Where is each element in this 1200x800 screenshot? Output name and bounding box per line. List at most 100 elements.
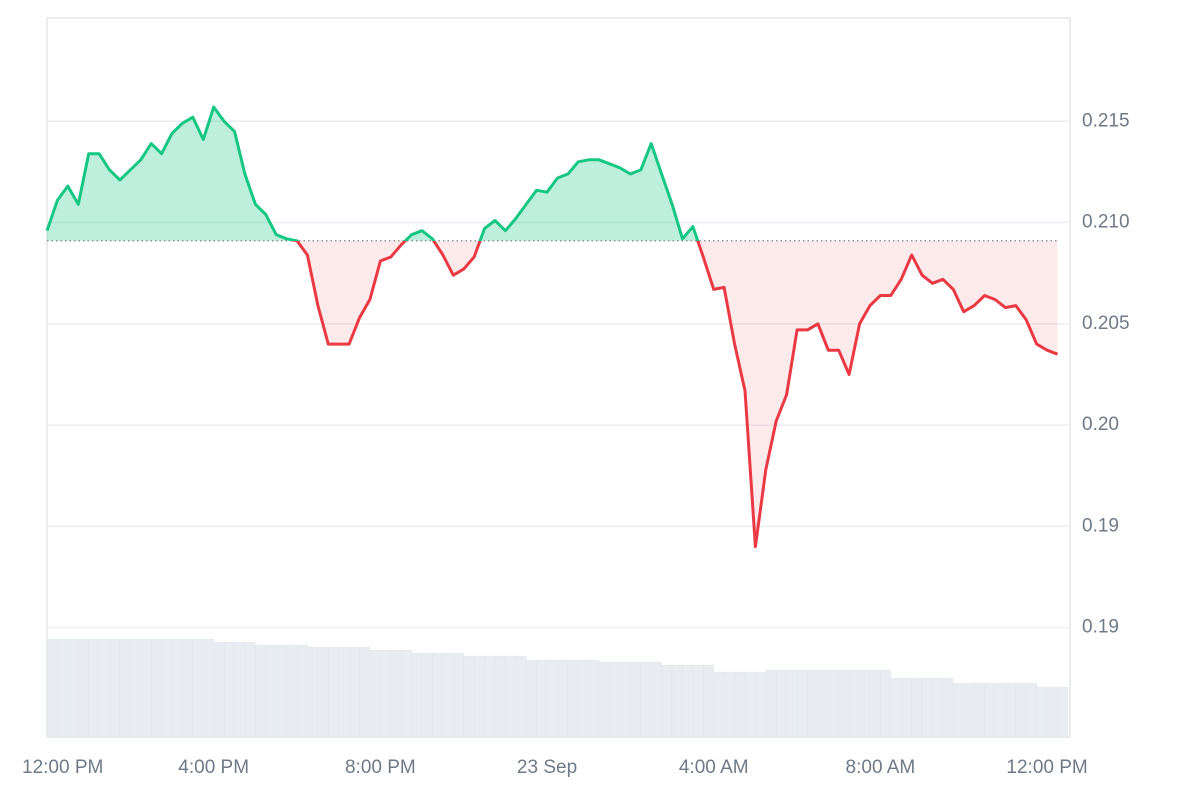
y-tick-label: 0.205 — [1082, 313, 1130, 334]
volume-bar — [1046, 686, 1058, 738]
volume-bar — [171, 638, 183, 738]
volume-bar — [515, 655, 527, 738]
volume-bar — [473, 655, 485, 738]
volume-bar — [244, 641, 256, 738]
y-tick-label: 0.20 — [1082, 414, 1119, 435]
volume-bar — [359, 646, 371, 738]
volume-bar — [546, 659, 558, 738]
volume-bar — [765, 669, 777, 738]
volume-bar — [755, 671, 767, 738]
volume-bar — [973, 682, 985, 738]
volume-bar — [380, 649, 391, 738]
volume-bar — [838, 669, 850, 738]
volume-bar — [588, 659, 600, 738]
volume-bar — [661, 664, 673, 738]
volume-bar — [453, 652, 464, 738]
volume-bar — [953, 682, 964, 738]
volume-bar — [557, 659, 569, 738]
price-line — [45, 105, 1059, 549]
volume-bar — [411, 652, 423, 738]
volume-bar — [275, 644, 287, 738]
volume-bar — [692, 664, 704, 738]
volume-bar — [296, 644, 308, 738]
volume-bar — [671, 664, 683, 738]
volume-bar — [796, 669, 808, 738]
volume-bar — [807, 669, 819, 738]
volume-bar — [161, 638, 173, 738]
volume-bar — [567, 659, 579, 738]
plot-frame — [46, 17, 1071, 738]
volume-bar — [307, 646, 319, 738]
volume-bar — [984, 682, 996, 738]
x-tick-label: 8:00 PM — [345, 757, 416, 778]
volume-bar — [828, 669, 839, 738]
volume-bar — [1005, 682, 1017, 738]
volume-bar — [744, 671, 756, 738]
volume-bar — [890, 677, 902, 738]
volume-bar — [609, 661, 621, 738]
volume-bar — [651, 661, 662, 738]
volume-bar — [963, 682, 975, 738]
x-tick-label: 12:00 PM — [1006, 757, 1087, 778]
volume-bar — [338, 646, 350, 738]
volume-bar — [223, 641, 235, 738]
volume-bar — [432, 652, 444, 738]
volume-bar — [901, 677, 912, 738]
volume-bar — [786, 669, 798, 738]
x-tick-label: 23 Sep — [517, 757, 577, 778]
volume-bar — [57, 638, 69, 738]
volume-bar — [880, 669, 892, 738]
y-tick-label: 0.19 — [1082, 515, 1119, 536]
volume-bar — [328, 646, 339, 738]
volume-bar — [390, 649, 402, 738]
volume-bar — [630, 661, 641, 738]
volume-bar — [734, 671, 746, 738]
y-tick-label: 0.210 — [1082, 212, 1130, 233]
volume-bar — [682, 664, 694, 738]
volume-bar — [713, 671, 725, 738]
volume-bar — [703, 664, 714, 738]
volume-bar — [150, 638, 162, 738]
volume-bar — [265, 644, 277, 738]
volume-bar — [921, 677, 933, 738]
volume-bar — [119, 638, 131, 738]
volume-bar — [848, 669, 860, 738]
volume-bar — [484, 655, 496, 738]
volume-bar — [46, 638, 58, 738]
volume-bar — [932, 677, 944, 738]
volume-bar — [526, 659, 537, 738]
volume-bar — [286, 644, 298, 738]
volume-bar — [130, 638, 141, 738]
y-tick-label: 0.19 — [1082, 617, 1119, 638]
volume-bar — [213, 641, 225, 738]
price-area — [47, 107, 1058, 547]
volume-bar — [109, 638, 121, 738]
volume-bar — [578, 659, 589, 738]
volume-bar — [463, 655, 475, 738]
x-tick-label: 4:00 AM — [679, 757, 749, 778]
volume-bar — [369, 649, 381, 738]
volume-bar — [859, 669, 871, 738]
volume-bar — [776, 669, 787, 738]
volume-bar — [140, 638, 152, 738]
volume-bar — [505, 655, 516, 738]
volume-bar — [817, 669, 829, 738]
x-tick-label: 8:00 AM — [846, 757, 916, 778]
volume-bar — [421, 652, 433, 738]
volume-bar — [182, 638, 194, 738]
volume-bar — [619, 661, 631, 738]
volume-bar — [723, 671, 735, 738]
volume-bar — [98, 638, 110, 738]
volume-bar — [536, 659, 548, 738]
x-tick-label: 4:00 PM — [178, 757, 249, 778]
volume-bar — [1015, 682, 1027, 738]
volume-bar — [203, 638, 214, 738]
volume-bar — [255, 644, 266, 738]
volume-bar — [1036, 686, 1048, 738]
volume-bar — [67, 638, 79, 738]
volume-bar — [494, 655, 506, 738]
volume-bar — [1026, 682, 1037, 738]
volume-bar — [598, 661, 610, 738]
